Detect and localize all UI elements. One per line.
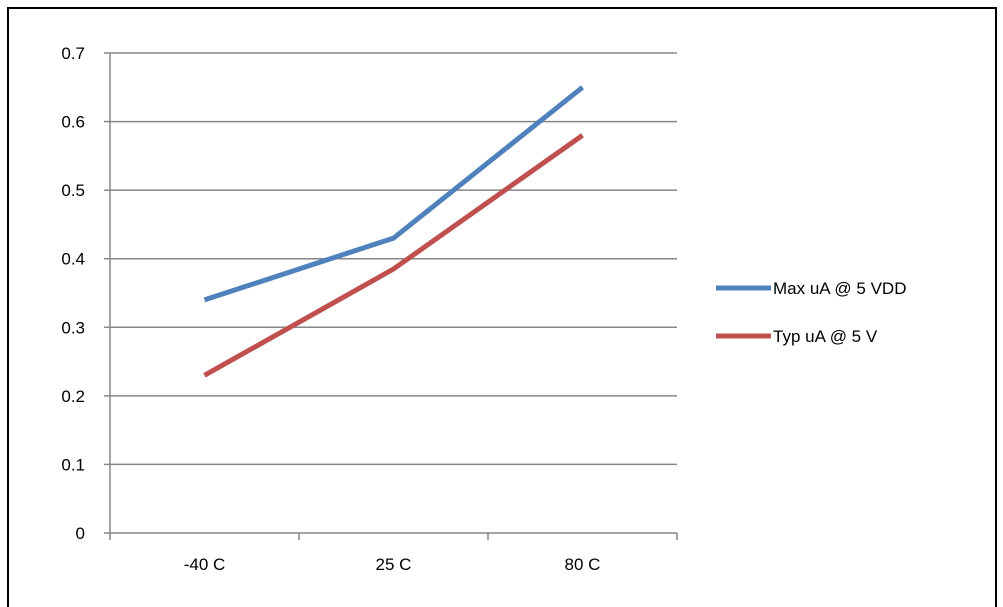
y-tick-label: 0.2 xyxy=(61,387,85,406)
y-tick-labels: 0 0.1 0.2 0.3 0.4 0.5 0.6 0.7 xyxy=(61,44,85,543)
x-tick-labels: -40 C 25 C 80 C xyxy=(184,555,601,574)
legend-label: Typ uA @ 5 V xyxy=(773,327,878,346)
series-lines xyxy=(204,87,582,375)
y-tick-label: 0.7 xyxy=(61,44,85,63)
x-tick-label: 25 C xyxy=(376,555,412,574)
y-tick-label: 0.3 xyxy=(61,318,85,337)
y-tick-label: 0.5 xyxy=(61,181,85,200)
y-tick-label: 0 xyxy=(76,524,85,543)
y-tick-label: 0.4 xyxy=(61,250,85,269)
legend-label: Max uA @ 5 VDD xyxy=(773,279,906,298)
x-tick-label: -40 C xyxy=(184,555,226,574)
axes xyxy=(104,53,677,540)
y-tick-label: 0.1 xyxy=(61,455,85,474)
gridlines xyxy=(110,53,677,464)
legend: Max uA @ 5 VDD Typ uA @ 5 V xyxy=(716,279,906,346)
series-line-2 xyxy=(205,135,583,375)
x-tick-label: 80 C xyxy=(565,555,601,574)
y-tick-label: 0.6 xyxy=(61,113,85,132)
